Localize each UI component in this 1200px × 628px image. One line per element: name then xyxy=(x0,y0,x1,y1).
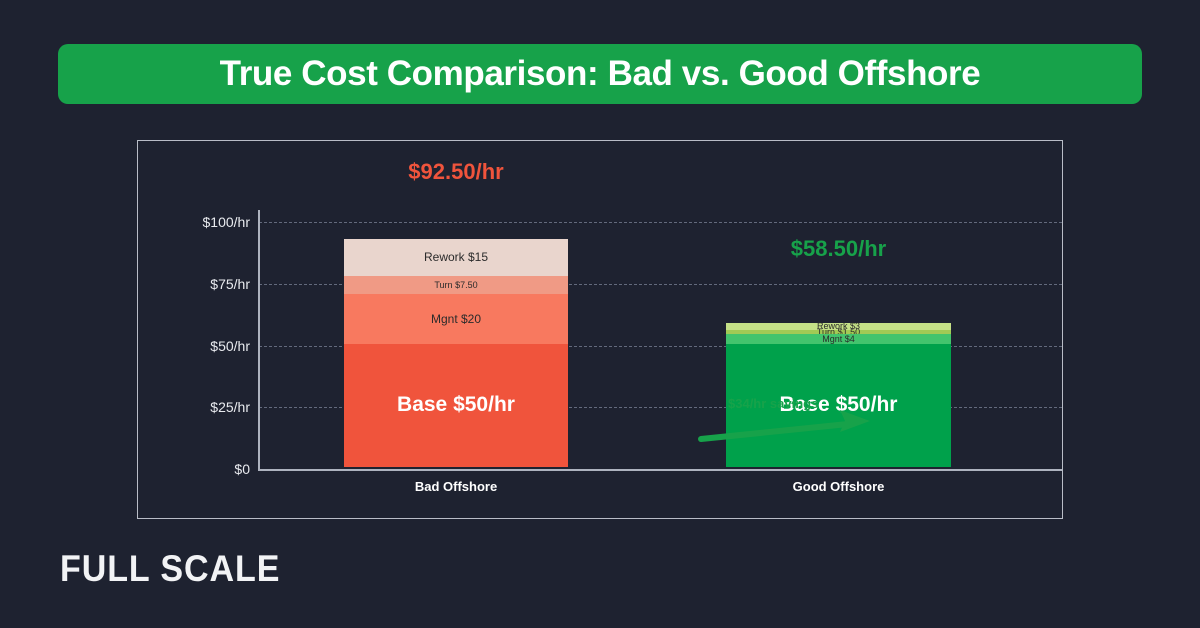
bar-bad-offshore[interactable]: Rework $15 Turn $7.50 Mgnt $20 Base $50/hr xyxy=(344,238,568,467)
bar-segment-label: Mgnt $4 xyxy=(822,333,855,344)
bar-segment-label: Base $50/hr xyxy=(397,393,515,417)
bar-good-offshore[interactable]: Rework $3 Turn $1.50 Mgnt $4 Base $50/hr xyxy=(726,321,951,467)
bar-segment-mgnt[interactable]: Mgnt $4 xyxy=(726,334,951,344)
bar-segment-label: Base $50/hr xyxy=(779,393,898,417)
gridline xyxy=(259,222,1062,224)
bar-segment-rework[interactable]: Rework $3 xyxy=(726,321,951,332)
chart-x-axis-line xyxy=(258,469,1062,471)
bar-segment-turn[interactable]: Turn $7.50 xyxy=(344,275,568,295)
y-axis-tick-label: $50/hr xyxy=(210,337,250,354)
bar-total-label: $58.50/hr xyxy=(790,236,887,261)
page-title: True Cost Comparison: Bad vs. Good Offsh… xyxy=(219,54,981,93)
chart-panel: $0 $25/hr $50/hr $75/hr $100/hr Rework $15 Tu… xyxy=(137,140,1063,519)
bar-segment-label: Turn $7.50 xyxy=(434,280,478,291)
savings-annotation-label: $34/hr savings xyxy=(728,396,819,411)
page-title-banner: True Cost Comparison: Bad vs. Good Offsh… xyxy=(58,44,1142,104)
bar-total-label: $92.50/hr xyxy=(408,159,504,184)
bar-segment-mgnt[interactable]: Mgnt $20 xyxy=(344,294,568,344)
gridline xyxy=(259,407,1062,409)
y-axis-tick-label: $100/hr xyxy=(202,214,250,231)
bar-segment-base[interactable]: Base $50/hr xyxy=(726,343,951,467)
full-scale-logo: FULL SCALE xyxy=(60,548,281,589)
bar-segment-label: Mgnt $20 xyxy=(430,312,482,326)
bar-segment-label: Turn $1.50 xyxy=(816,326,861,337)
y-axis-tick-label: $0 xyxy=(234,461,250,477)
bar-segment-label: Rework $3 xyxy=(816,321,861,332)
bar-segment-rework[interactable]: Rework $15 xyxy=(344,238,568,276)
bar-segment-base[interactable]: Base $50/hr xyxy=(344,343,568,467)
chart-y-axis-line xyxy=(258,210,260,471)
y-axis-tick-label: $75/hr xyxy=(210,276,250,292)
gridline xyxy=(259,345,1062,347)
x-axis-category-label: Good Offshore xyxy=(792,479,885,494)
bar-segment-turn[interactable]: Turn $1.50 xyxy=(726,326,951,337)
x-axis-category-label: Bad Offshore xyxy=(414,479,498,494)
bar-segment-label: Rework $15 xyxy=(423,250,489,265)
right-arrow-icon xyxy=(698,410,870,442)
gridline xyxy=(259,284,1062,285)
savings-annotation: $34/hr savings xyxy=(698,396,878,451)
y-axis-tick-label: $25/hr xyxy=(210,399,250,416)
